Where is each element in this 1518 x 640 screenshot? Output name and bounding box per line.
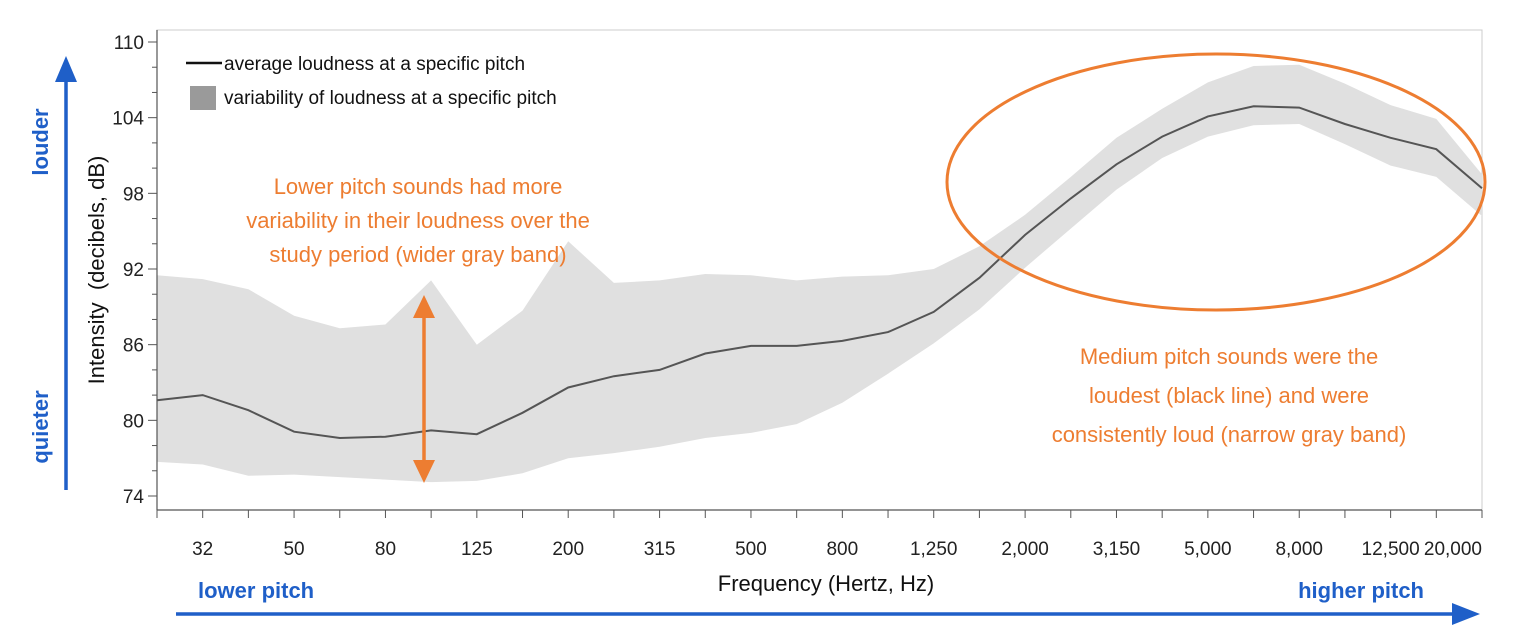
legend-band-label: variability of loudness at a specific pi… <box>224 88 557 109</box>
legend-line-label: average loudness at a specific pitch <box>224 54 525 75</box>
pitch-direction: lower pitch higher pitch <box>176 578 1480 625</box>
right-annotation-line-1: Medium pitch sounds were the <box>1080 344 1378 369</box>
x-tick-label: 12,500 <box>1362 539 1420 560</box>
left-annotation: Lower pitch sounds had more variability … <box>246 174 590 483</box>
loudness-direction: louder quieter <box>28 56 77 490</box>
x-tick-label: 315 <box>644 539 676 560</box>
legend: average loudness at a specific pitch var… <box>186 54 557 110</box>
x-tick-label: 200 <box>552 539 584 560</box>
right-annotation-line-2: loudest (black line) and were <box>1089 383 1369 408</box>
y-tick-label: 110 <box>114 33 144 54</box>
x-axis-ticks: 32 50 80 125 200 315 500 800 1,250 2,000 3,150 5,00… <box>156 510 1483 560</box>
x-tick-label: 32 <box>192 539 213 560</box>
y-axis-title: Intensity (decibels, dB) <box>84 156 109 385</box>
average-line-layer <box>156 105 1483 440</box>
arrow-right-icon <box>1452 603 1480 625</box>
variability-band <box>157 64 1482 483</box>
lower-pitch-label: lower pitch <box>198 578 314 603</box>
higher-pitch-label: higher pitch <box>1298 578 1424 603</box>
x-tick-label: 5,000 <box>1184 539 1232 560</box>
right-annotation-line-3: consistently loud (narrow gray band) <box>1052 422 1407 447</box>
left-annotation-line-1: Lower pitch sounds had more <box>274 174 563 199</box>
x-tick-label: 50 <box>283 539 304 560</box>
x-axis-title: Frequency (Hertz, Hz) <box>718 571 934 596</box>
x-tick-label: 8,000 <box>1275 539 1323 560</box>
quieter-label: quieter <box>28 390 53 464</box>
double-arrow-icon <box>413 295 435 483</box>
x-tick-label: 2,000 <box>1001 539 1049 560</box>
left-annotation-line-2: variability in their loudness over the <box>246 208 590 233</box>
right-annotation: Medium pitch sounds were the loudest (bl… <box>945 52 1487 447</box>
average-loudness-line <box>156 105 1483 440</box>
x-tick-label: 800 <box>826 539 858 560</box>
y-axis-ticks: 74 80 86 92 98 104 110 <box>112 33 157 508</box>
x-tick-label: 3,150 <box>1093 539 1141 560</box>
y-tick-label: 80 <box>123 411 144 432</box>
x-tick-label: 20,000 <box>1424 539 1482 560</box>
left-annotation-line-3: study period (wider gray band) <box>269 242 566 267</box>
x-tick-label: 1,250 <box>910 539 958 560</box>
y-tick-label: 104 <box>112 109 144 130</box>
variability-band-layer <box>157 64 1482 483</box>
highlight-ellipse <box>945 52 1487 312</box>
arrow-up-icon <box>55 56 77 82</box>
y-tick-label: 74 <box>123 487 145 508</box>
x-tick-label: 125 <box>461 539 493 560</box>
legend-band-swatch <box>190 86 216 110</box>
y-tick-label: 98 <box>123 184 144 205</box>
y-tick-label: 86 <box>123 336 144 357</box>
x-tick-label: 80 <box>375 539 396 560</box>
louder-label: louder <box>28 108 53 176</box>
x-tick-label: 500 <box>735 539 767 560</box>
y-tick-label: 92 <box>123 260 144 281</box>
